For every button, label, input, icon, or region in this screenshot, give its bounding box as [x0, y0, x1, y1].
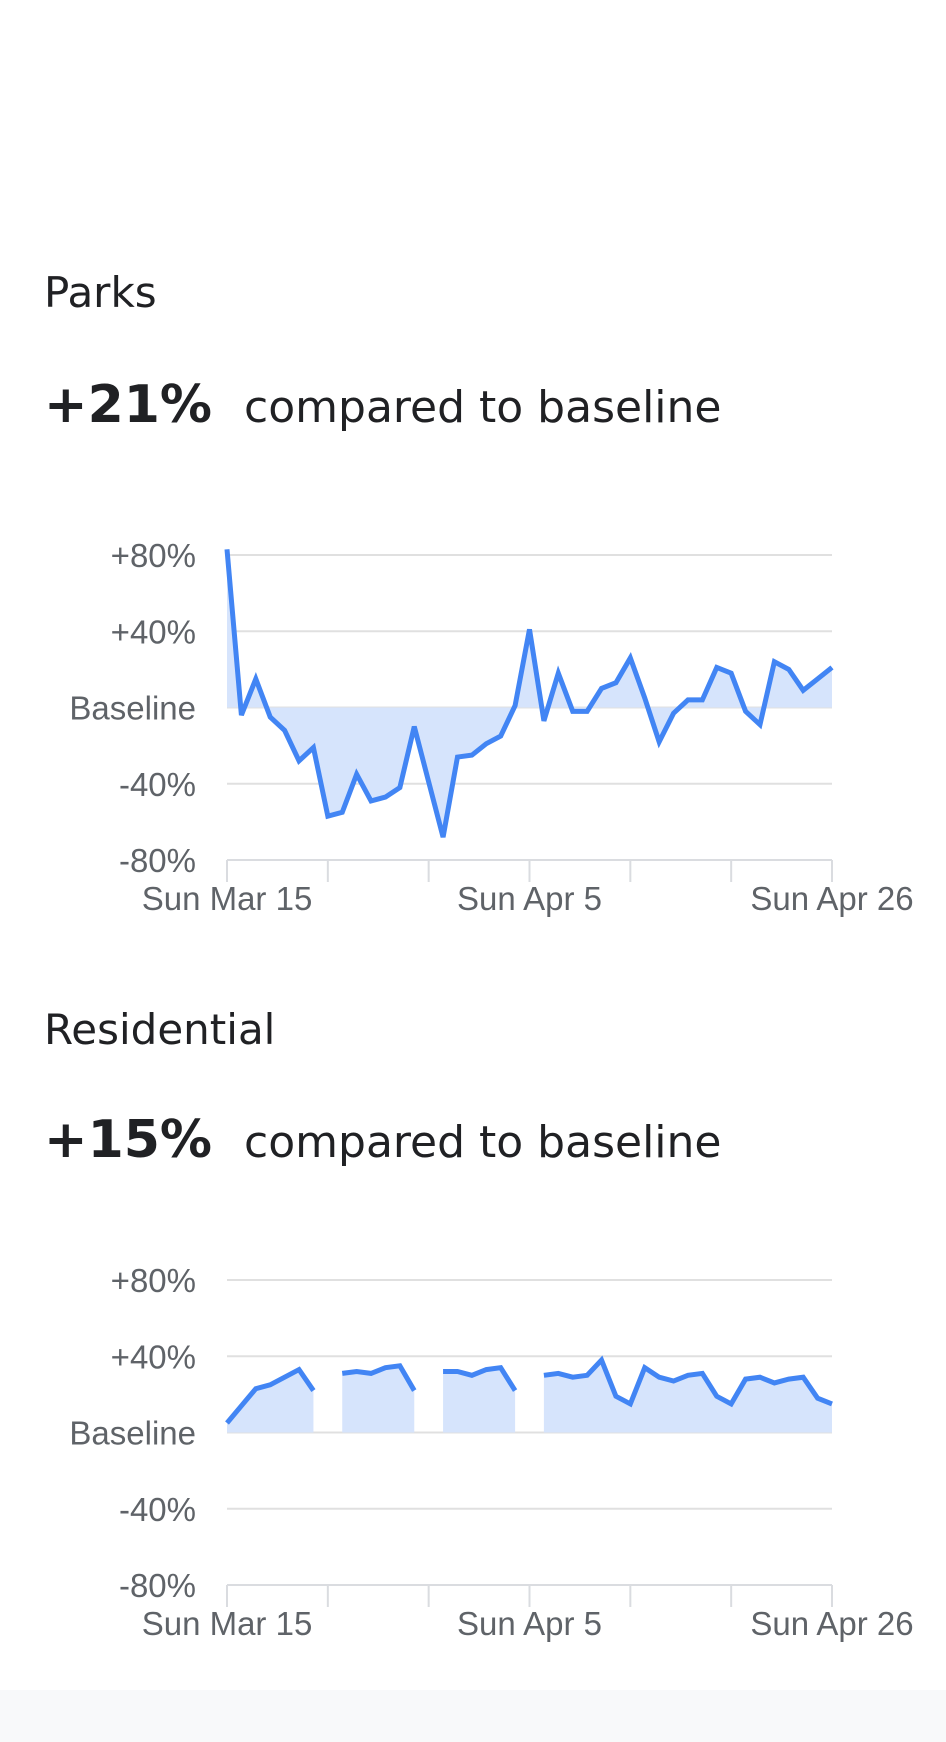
parks-section: Parks +21% compared to baseline +80% +40% B… [44, 268, 914, 917]
y-tick-label: +40% [111, 1338, 196, 1375]
x-tick-label: Sun Mar 15 [142, 880, 313, 917]
x-tick-label: Sun Apr 26 [750, 1605, 913, 1642]
compare-text-residential: compared to baseline [244, 1117, 722, 1168]
series-line [543, 1355, 833, 1408]
y-tick-label: -40% [119, 1491, 196, 1528]
residential-section: Residential +15% compared to baseline +80… [44, 1005, 914, 1642]
section-title-parks: Parks [44, 268, 157, 317]
x-tick-label: Sun Apr 5 [457, 1605, 602, 1642]
series-line [225, 1366, 316, 1425]
y-tick-label: +80% [111, 1262, 196, 1299]
percent-value-parks: +21% [44, 375, 213, 435]
chart-parks: +80% +40% Baseline -40% -80%Sun Mar 15 Sun Ap… [69, 537, 913, 917]
headline-parks: +21% compared to baseline [44, 375, 721, 435]
y-tick-label: -80% [119, 1567, 196, 1604]
y-tick-label: Baseline [69, 690, 196, 727]
y-tick-label: -40% [119, 766, 196, 803]
series-area [543, 1360, 832, 1433]
y-tick-label: +80% [111, 537, 196, 574]
series-line [224, 549, 834, 838]
series-area [443, 1367, 516, 1433]
series-line [443, 1364, 518, 1392]
series-area [342, 1365, 415, 1433]
x-tick-label: Sun Apr 26 [750, 880, 913, 917]
series-line [341, 1363, 417, 1392]
footer-band [0, 1690, 946, 1742]
compare-text-parks: compared to baseline [244, 382, 722, 433]
percent-value-residential: +15% [44, 1110, 213, 1170]
y-tick-label: Baseline [69, 1415, 196, 1452]
section-title-residential: Residential [44, 1005, 276, 1054]
series-area [227, 549, 832, 838]
y-tick-label: +40% [111, 613, 196, 650]
headline-residential: +15% compared to baseline [44, 1110, 721, 1170]
x-tick-label: Sun Apr 5 [457, 880, 602, 917]
chart-residential: +80% +40% Baseline -40% -80%Sun Mar 15 Sun Ap… [69, 1262, 913, 1642]
y-tick-label: -80% [119, 842, 196, 879]
x-tick-label: Sun Mar 15 [142, 1605, 313, 1642]
series-area [227, 1369, 314, 1433]
